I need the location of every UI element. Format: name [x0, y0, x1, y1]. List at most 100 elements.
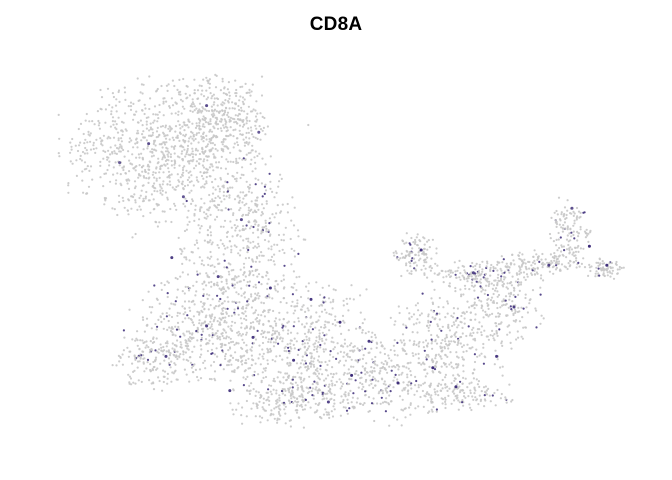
cell-point [555, 258, 559, 261]
cell-point [220, 313, 223, 316]
cell-point [328, 383, 331, 386]
cell-point [515, 338, 518, 341]
cell-point [167, 167, 170, 170]
cell-point [220, 167, 223, 170]
cell-point [444, 406, 447, 410]
cell-point [295, 409, 298, 412]
cell-point [455, 331, 458, 334]
cell-point [620, 266, 623, 270]
cell-point [257, 292, 260, 295]
cell-point [260, 333, 263, 336]
cell-point [396, 418, 399, 421]
cell-point [158, 133, 161, 136]
cell-point [231, 320, 234, 323]
cell-point [219, 176, 222, 180]
cell-point [227, 262, 230, 265]
cell-point [316, 389, 319, 392]
cell-point [423, 273, 426, 276]
cell-point [608, 262, 611, 265]
cell-point [244, 359, 247, 362]
cell-point [352, 298, 355, 301]
cell-point [476, 331, 479, 334]
cell-point [256, 112, 259, 115]
cell-point [75, 174, 78, 177]
cell-point [575, 218, 578, 221]
cell-point [111, 106, 114, 109]
cell-point [328, 312, 331, 316]
cell-point [198, 231, 201, 234]
cell-point [165, 146, 168, 149]
cell-point [384, 389, 387, 392]
cell-point [404, 386, 407, 389]
cell-point [95, 147, 98, 150]
cell-point [522, 271, 526, 274]
data-point [605, 263, 609, 267]
cell-point [402, 381, 405, 384]
cell-point [202, 293, 205, 296]
cell-point [191, 137, 194, 140]
cell-point [138, 348, 141, 351]
cell-point [441, 398, 445, 401]
cell-point [165, 345, 168, 348]
cell-point [218, 287, 221, 290]
cell-point [136, 360, 140, 363]
cell-point [200, 322, 203, 325]
cell-point [192, 364, 195, 368]
cell-point [200, 174, 204, 178]
cell-point [304, 352, 308, 355]
cell-point [493, 339, 496, 342]
cell-point [201, 118, 204, 121]
cell-point [102, 134, 105, 137]
cell-point [190, 366, 193, 369]
cell-point [165, 141, 168, 144]
cell-point [188, 220, 191, 223]
cell-point [190, 337, 193, 340]
cell-point [134, 201, 137, 204]
cell-point [261, 226, 264, 229]
cell-point [198, 121, 201, 124]
cell-point [528, 267, 531, 270]
cell-point [258, 320, 261, 323]
cell-point [208, 78, 211, 81]
cell-point [426, 372, 429, 375]
cell-point [434, 354, 437, 357]
cell-point [200, 138, 203, 141]
cell-point [183, 247, 186, 250]
cell-point [208, 377, 211, 381]
cell-point [362, 403, 365, 406]
cell-point [450, 361, 453, 364]
cell-point [350, 358, 353, 361]
cell-point [423, 247, 426, 251]
expressing-cell-point [146, 358, 150, 361]
cell-point [79, 122, 83, 125]
cell-point [164, 150, 168, 153]
cell-point [166, 377, 169, 380]
cell-point [225, 93, 229, 96]
cell-point [177, 325, 180, 329]
cell-point [348, 372, 351, 375]
cell-point [489, 274, 492, 277]
cell-point [481, 305, 484, 308]
cell-point [239, 317, 242, 320]
cell-point [555, 225, 558, 228]
cell-point [153, 340, 156, 344]
cell-point [398, 311, 401, 315]
data-point [205, 104, 209, 108]
cell-point [496, 281, 499, 285]
expressing-cell-point [175, 328, 179, 331]
cell-point [169, 126, 172, 129]
cell-point [181, 105, 184, 108]
cell-point [206, 143, 210, 146]
cell-point [330, 397, 333, 400]
cell-point [506, 287, 509, 290]
cell-point [233, 343, 236, 346]
cell-point [235, 245, 238, 248]
cell-point [355, 401, 358, 404]
cell-point [472, 377, 475, 380]
cell-point [205, 180, 208, 183]
cell-point [463, 317, 466, 320]
cell-point [205, 109, 208, 112]
cell-point [183, 107, 186, 110]
cell-point [299, 347, 302, 350]
cell-point [191, 199, 194, 203]
